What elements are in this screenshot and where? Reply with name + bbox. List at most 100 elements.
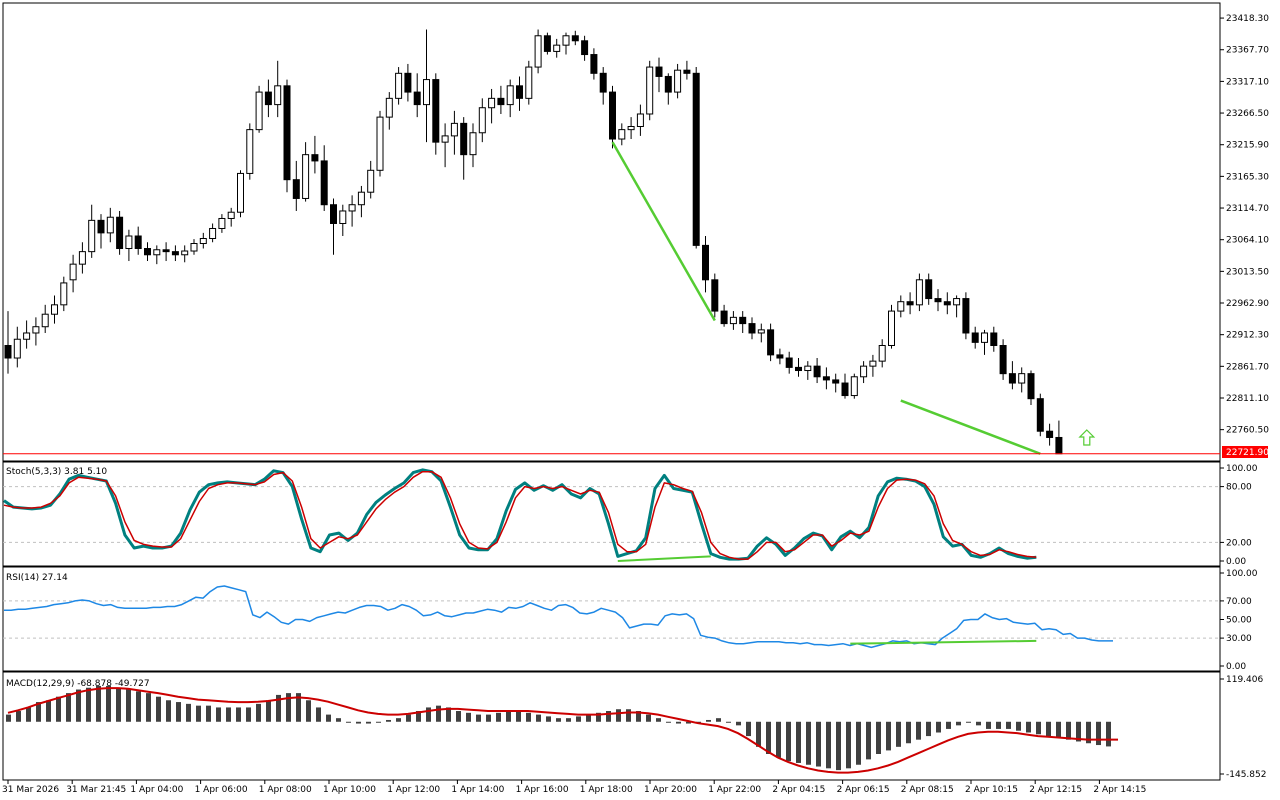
candle-body <box>692 72 700 246</box>
price-axis[interactable]: 23418.30 23367.70 23317.10 23266.50 23215.90… <box>1220 14 1269 436</box>
macd-bar <box>96 685 101 722</box>
macd-bar <box>1046 721 1051 737</box>
time-tick-label: 2 Apr 10:15 <box>965 785 1018 795</box>
rsi-lines <box>4 585 1113 649</box>
candle-body <box>925 279 933 300</box>
time-axis[interactable]: 31 Mar 2026 31 Mar 21:45 1 Apr 04:00 1 Apr … <box>2 780 1146 795</box>
candle-body <box>144 248 151 256</box>
macd-bar <box>636 711 641 722</box>
price-pane[interactable]: 23418.30 23367.70 23317.10 23266.50 23215.90… <box>2 2 1269 462</box>
macd-bar <box>76 689 81 722</box>
candle-body <box>618 129 626 140</box>
price-tick-label: 22861.70 <box>1226 362 1269 372</box>
time-tick-label: 2 Apr 14:15 <box>1093 785 1146 795</box>
candle-body <box>497 97 505 106</box>
candle-body <box>1027 373 1035 400</box>
time-tick-label: 2 Apr 12:15 <box>1029 785 1082 795</box>
macd-pane[interactable]: MACD(12,29,9) -68.878 -49.727 119.406 -14… <box>2 671 1266 781</box>
candle-body <box>171 251 179 256</box>
price-tick-label: 23165.30 <box>1226 172 1269 182</box>
candle-body <box>767 329 775 356</box>
candle-body <box>869 360 877 367</box>
axis-tick-label: 100.00 <box>1226 569 1258 579</box>
candle-body <box>69 263 77 281</box>
candle-body <box>999 344 1007 375</box>
macd-bar <box>766 721 771 754</box>
macd-bar <box>466 712 471 722</box>
candle-body <box>776 354 784 359</box>
axis-tick-label: -145.852 <box>1226 770 1266 780</box>
macd-bar <box>456 711 461 722</box>
candle-body <box>274 85 282 106</box>
macd-bar <box>606 711 611 722</box>
macd-bar <box>156 696 161 722</box>
candle-body <box>636 113 644 128</box>
candle-body <box>627 126 635 131</box>
candle-body <box>264 91 272 106</box>
macd-bar <box>1086 721 1091 744</box>
candle-body <box>60 282 68 306</box>
macd-bar <box>626 709 631 722</box>
current-price-tag-bg <box>1222 446 1268 458</box>
time-tick-label: 1 Apr 22:00 <box>708 785 761 795</box>
rsi-pane[interactable]: RSI(14) 27.14 100.00 70.00 50.00 30.00 0.00 <box>2 566 1258 672</box>
candle-body <box>320 160 328 206</box>
macd-bar <box>676 721 681 724</box>
macd-bar <box>226 707 231 722</box>
macd-bar <box>496 712 501 722</box>
price-tick-label: 23317.10 <box>1226 77 1269 87</box>
macd-bar <box>196 705 201 722</box>
macd-bar <box>216 707 221 722</box>
macd-bar <box>826 721 831 769</box>
time-tick-label: 1 Apr 14:00 <box>451 785 504 795</box>
macd-bar <box>46 700 51 722</box>
macd-bar <box>186 703 191 722</box>
candle-body <box>543 35 551 52</box>
macd-bar <box>686 721 691 724</box>
stochastic-pane-border <box>2 461 1221 567</box>
stochastic-pane[interactable]: Stoch(5,3,3) 3.81 5.10 100.00 80.00 20.00 0… <box>2 461 1258 567</box>
time-tick-label: 1 Apr 20:00 <box>644 785 697 795</box>
macd-bar <box>866 721 871 760</box>
candle-body <box>850 376 858 397</box>
candle-body <box>785 357 793 368</box>
macd-bar <box>566 718 571 722</box>
price-tick-label: 23266.50 <box>1226 109 1269 119</box>
candle-body <box>190 243 198 252</box>
candle-body <box>655 66 663 77</box>
candle-body <box>590 54 598 74</box>
candle-body <box>357 191 365 206</box>
macd-bar <box>426 707 431 722</box>
price-tick-label: 22811.10 <box>1226 394 1269 404</box>
candle-body <box>1036 398 1044 432</box>
time-tick-label: 1 Apr 04:00 <box>130 785 183 795</box>
candle-body <box>711 279 719 312</box>
time-tick-label: 2 Apr 08:15 <box>901 785 954 795</box>
rsi-label: RSI(14) 27.14 <box>6 573 68 583</box>
candle-body <box>255 91 263 131</box>
macd-bar <box>646 714 651 722</box>
candle-body <box>116 216 124 250</box>
macd-bar <box>486 714 491 722</box>
time-tick-label: 1 Apr 10:00 <box>323 785 376 795</box>
rsi-axis: 100.00 70.00 50.00 30.00 0.00 <box>1220 569 1258 672</box>
candle-body <box>804 365 812 372</box>
candle-body <box>971 332 979 343</box>
macd-bar <box>266 700 271 722</box>
candle-body <box>915 279 923 306</box>
candle-body <box>97 219 105 234</box>
macd-bar <box>66 693 71 722</box>
macd-bar <box>26 707 31 722</box>
candle-body <box>571 35 579 42</box>
candle-body <box>125 235 133 250</box>
macd-bar <box>506 711 511 722</box>
macd-bar <box>886 721 891 751</box>
candle-body <box>1018 373 1026 384</box>
price-tick-label: 23215.90 <box>1226 141 1269 151</box>
candle-body <box>1046 430 1054 438</box>
candle-body <box>1055 436 1063 455</box>
candle-body <box>553 44 561 52</box>
candle-body <box>478 107 486 134</box>
candle-body <box>906 301 914 306</box>
